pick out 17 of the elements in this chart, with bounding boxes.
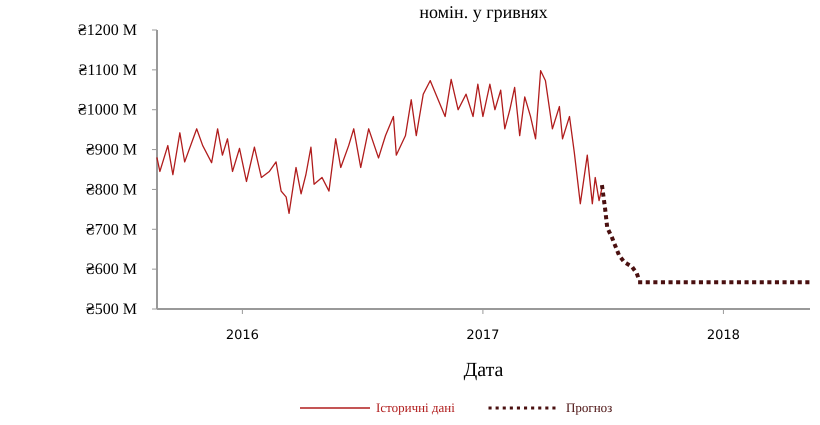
y-tick-label: ₴700 M <box>86 221 137 238</box>
text: Історичні дані <box>376 400 456 415</box>
x-tick-label: 2016 <box>226 328 259 343</box>
y-tick-label: ₴1200 M <box>78 22 137 39</box>
y-tick-label: ₴1100 M <box>78 62 137 79</box>
x-axis-title: Дата <box>464 359 504 381</box>
x-tick-label: 2017 <box>466 328 500 343</box>
chart-title: номін. у гривнях <box>419 2 548 22</box>
y-tick-label: ₴1000 M <box>78 102 137 119</box>
text: Прогноз <box>566 400 612 415</box>
line-series <box>600 185 810 284</box>
y-tick-label: ₴500 M <box>86 301 137 318</box>
y-tick-label: ₴900 M <box>86 142 137 159</box>
y-tick-label: ₴600 M <box>86 261 137 278</box>
y-tick-label: ₴800 M <box>86 181 137 198</box>
x-tick-label: 2018 <box>706 328 740 343</box>
line-series <box>156 70 603 214</box>
